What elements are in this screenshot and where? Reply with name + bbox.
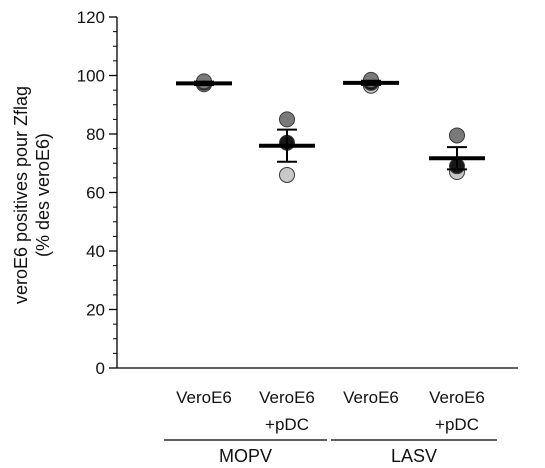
y-tick-label: 40 [86, 242, 105, 261]
category-label: VeroE6 [429, 388, 485, 407]
y-tick-label: 80 [86, 125, 105, 144]
category-label: VeroE6 [259, 388, 315, 407]
y-tick-label: 0 [96, 359, 105, 378]
category-label: VeroE6 [176, 388, 232, 407]
y-axis-title-line1: veroE6 positives pour Zflag [11, 86, 31, 304]
y-tick-label: 20 [86, 301, 105, 320]
y-tick-label: 100 [77, 67, 105, 86]
y-tick-label: 60 [86, 184, 105, 203]
category-label-line2: +pDC [435, 415, 479, 434]
group-label: LASV [391, 446, 437, 466]
category-label: VeroE6 [343, 388, 399, 407]
data-marks [176, 71, 485, 183]
y-axis-title-line2: (% des veroE6) [33, 133, 53, 257]
axes [116, 17, 518, 369]
data-point [279, 166, 295, 183]
y-tick-label: 120 [77, 8, 105, 27]
category-label-line2: +pDC [265, 415, 309, 434]
x-labels: VeroE6 VeroE6 +pDC VeroE6 VeroE6 +pDC MOPV LASV [164, 388, 497, 466]
group-label: MOPV [219, 446, 272, 466]
data-point [279, 111, 295, 128]
data-point [449, 127, 465, 144]
y-ticks: 0 20 40 60 80 100 120 [77, 8, 117, 378]
